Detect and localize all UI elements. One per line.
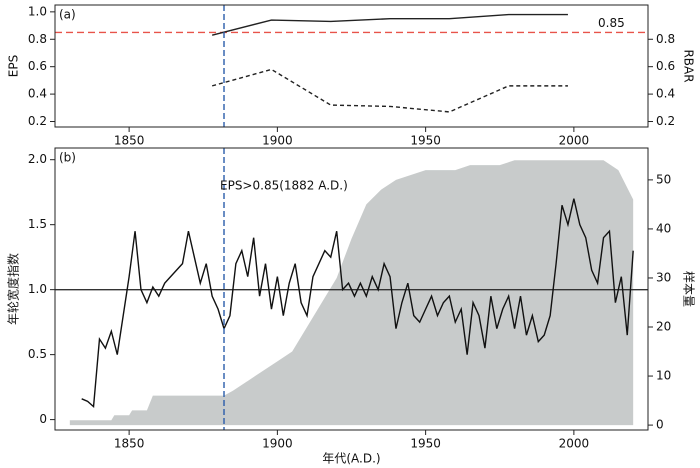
x-tick-label: 2000	[559, 437, 590, 451]
y2-tick-label: 30	[656, 270, 671, 284]
series-line	[81, 198, 634, 409]
y-tick-label: 1.0	[28, 4, 47, 18]
y2-axis-label: 样本量	[682, 271, 697, 307]
y-tick-label: 2.0	[28, 152, 47, 166]
panel-label: (a)	[59, 8, 76, 22]
y2-tick-label: 10	[656, 369, 671, 383]
plot-area	[55, 160, 648, 426]
x-tick-label: 1850	[114, 134, 145, 148]
y-tick-label: 1.0	[28, 282, 47, 296]
y-tick-label: 0.4	[28, 87, 47, 101]
y2-tick-label: 50	[656, 172, 671, 186]
panel-label: (b)	[59, 151, 76, 165]
y-tick-label: 0.5	[28, 347, 47, 361]
y2-tick-label: 40	[656, 221, 671, 235]
y2-axis-label: RBAR	[682, 49, 696, 82]
plot-frame	[54, 147, 649, 431]
x-tick-label: 1950	[410, 134, 441, 148]
annotation: EPS>0.85(1882 A.D.)	[220, 179, 348, 193]
y2-tick-label: 0	[656, 418, 664, 432]
x-tick-label: 1900	[262, 134, 293, 148]
y-tick-label: 0	[39, 412, 47, 426]
y-tick-label: 0.8	[28, 32, 47, 46]
series-line	[211, 68, 568, 113]
y2-tick-label: 0.6	[656, 59, 675, 73]
y2-tick-label: 0.8	[656, 32, 675, 46]
y-axis-label: EPS	[7, 55, 21, 77]
x-tick-label: 1850	[114, 437, 145, 451]
y-tick-label: 0.2	[28, 114, 47, 128]
x-axis-label: 年代(A.D.)	[322, 452, 380, 466]
plot-area	[55, 13, 648, 113]
y-axis-label: 年轮宽度指数	[6, 253, 21, 325]
x-tick-label: 2000	[559, 134, 590, 148]
sample-depth-area	[69, 160, 634, 426]
reference-label: 0.85	[598, 16, 625, 30]
y-tick-label: 1.5	[28, 217, 47, 231]
y-tick-label: 0.6	[28, 59, 47, 73]
x-tick-label: 1950	[410, 437, 441, 451]
y2-tick-label: 0.4	[656, 87, 675, 101]
plot-frame	[54, 4, 649, 128]
y2-tick-label: 20	[656, 320, 671, 334]
x-tick-label: 1900	[262, 437, 293, 451]
y2-tick-label: 0.2	[656, 114, 675, 128]
series-line	[211, 13, 568, 36]
